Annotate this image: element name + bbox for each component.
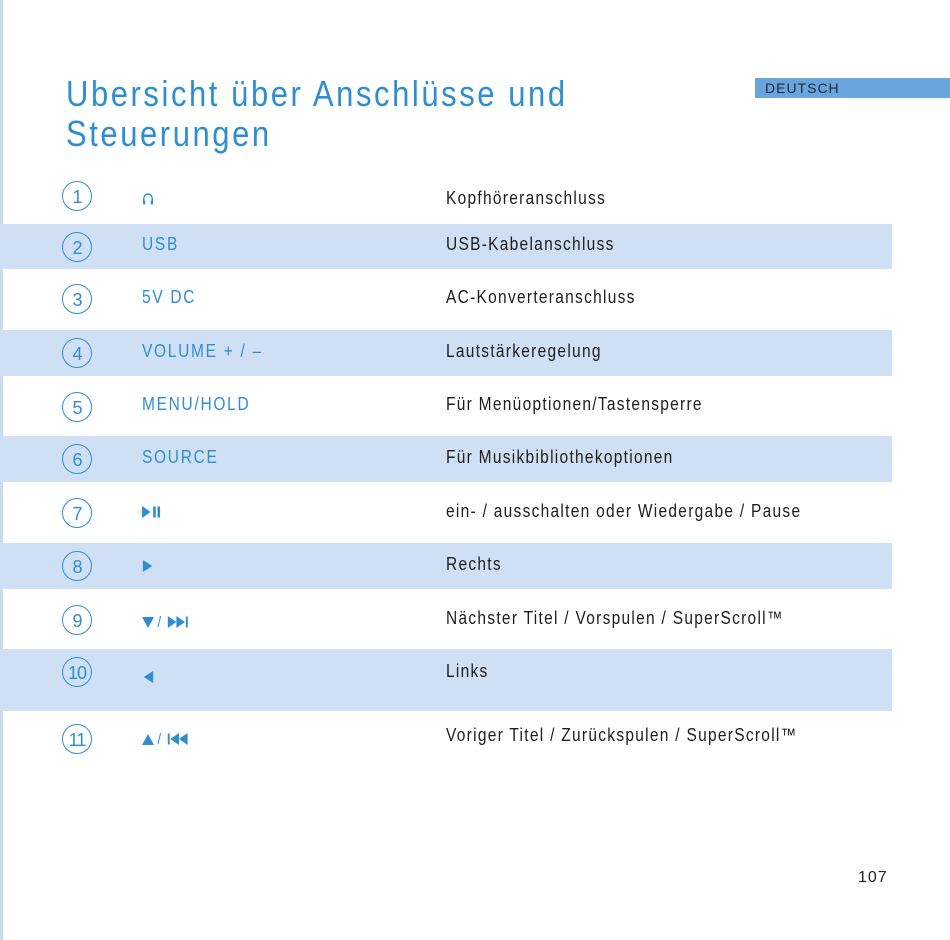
row-description: Für Musikbibliothekoptionen	[446, 447, 674, 467]
row-description: Links	[446, 661, 489, 681]
control-label: MENU/HOLD	[142, 394, 251, 414]
row-description: Lautstärkeregelung	[446, 341, 602, 361]
table-row: 11 / Voriger Titel / Zurückspulen / Supe…	[0, 711, 892, 771]
row-number: 1	[62, 181, 92, 211]
row-description: Für Menüoptionen/Tastensperre	[446, 394, 703, 414]
down-next-icon: /	[142, 615, 188, 629]
up-previous-icon: /	[142, 732, 188, 746]
row-description: Rechts	[446, 554, 502, 574]
page-number: 107	[858, 869, 888, 886]
svg-text:/: /	[157, 732, 162, 746]
table-row: 9 / Nächster Titel / Vorspulen / SuperSc…	[0, 589, 892, 649]
headphone-icon	[143, 193, 154, 205]
table-row: 7 ein- / ausschalten oder Wiedergabe / P…	[0, 482, 892, 543]
control-label: /	[142, 611, 202, 632]
language-tab: DEUTSCH	[755, 78, 950, 98]
row-description: AC-Konverteranschluss	[446, 287, 636, 307]
row-number: 10	[62, 657, 92, 687]
page-title: Ubersicht über Anschlüsse und Steuerunge…	[66, 74, 568, 154]
table-row: 3 5V DC AC-Konverteranschluss	[0, 269, 892, 330]
table-row: 1 Kopfhöreranschluss	[0, 172, 892, 226]
control-label	[142, 666, 154, 687]
table-row: 5 MENU/HOLD Für Menüoptionen/Tastensperr…	[0, 376, 892, 436]
control-label: SOURCE	[142, 447, 219, 467]
table-row: 2 USB USB-Kabelanschluss	[0, 224, 892, 269]
play-pause-icon	[142, 506, 161, 519]
table-row: 10 Links	[0, 649, 892, 711]
page-title-line-1: Ubersicht über Anschlüsse und	[66, 73, 568, 114]
table-row: 8 Rechts	[0, 543, 892, 589]
control-label	[142, 188, 154, 209]
control-label: 5V DC	[142, 287, 197, 307]
table-row: 4 VOLUME + / – Lautstärkeregelung	[0, 330, 892, 376]
right-arrow-icon	[142, 560, 153, 573]
row-number: 4	[62, 338, 92, 368]
row-number: 3	[62, 284, 92, 314]
row-number: 9	[62, 605, 92, 635]
row-number: 2	[62, 232, 92, 262]
row-description: Kopfhöreranschluss	[446, 188, 607, 208]
row-description: Voriger Titel / Zurückspulen / SuperScro…	[446, 725, 798, 745]
control-label: /	[142, 728, 202, 749]
row-description: Nächster Titel / Vorspulen / SuperScroll…	[446, 608, 784, 628]
row-number: 11	[62, 724, 92, 754]
row-number: 5	[62, 392, 92, 422]
row-description: USB-Kabelanschluss	[446, 234, 615, 254]
table-row: 6 SOURCE Für Musikbibliothekoptionen	[0, 436, 892, 482]
row-number: 8	[62, 551, 92, 581]
page-title-line-2: Steuerungen	[66, 113, 272, 154]
control-label: USB	[142, 234, 179, 254]
row-number: 7	[62, 498, 92, 528]
row-description: ein- / ausschalten oder Wiedergabe / Pau…	[446, 501, 802, 521]
row-number: 6	[62, 444, 92, 474]
control-label	[142, 555, 154, 576]
svg-text:/: /	[157, 615, 162, 629]
control-label	[142, 501, 166, 522]
left-arrow-icon	[143, 671, 154, 684]
control-label: VOLUME + / –	[142, 341, 263, 361]
